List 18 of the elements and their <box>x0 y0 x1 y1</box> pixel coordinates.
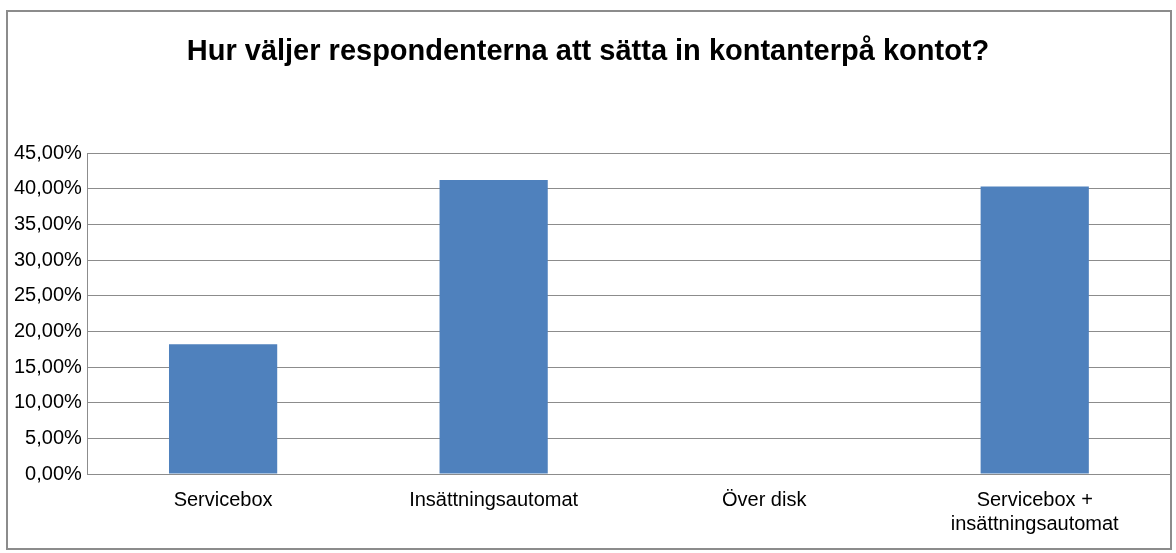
y-tick-label: 15,00% <box>13 354 83 377</box>
bar <box>169 344 278 474</box>
x-tick-label: Servicebox <box>173 487 273 510</box>
y-tick-label: 40,00% <box>13 176 83 199</box>
y-tick-label: 35,00% <box>13 211 83 234</box>
y-tick-label: 45,00% <box>13 140 83 163</box>
bar <box>980 186 1089 474</box>
y-tick-label: 25,00% <box>13 283 83 306</box>
y-tick-label: 0,00% <box>25 461 83 484</box>
chart-title: Hur väljer respondenterna att sätta in kontanterpå kontot? <box>185 33 991 68</box>
x-tick-label: Servicebox + insättningsautomat <box>950 487 1120 534</box>
y-tick-label: 10,00% <box>13 390 83 413</box>
y-tick-label: 5,00% <box>25 425 83 448</box>
bar <box>439 180 548 474</box>
x-tick-label: Över disk <box>721 487 808 510</box>
y-tick-label: 30,00% <box>13 247 83 270</box>
x-tick-label: Insättningsautomat <box>409 487 579 510</box>
y-tick-label: 20,00% <box>13 318 83 341</box>
